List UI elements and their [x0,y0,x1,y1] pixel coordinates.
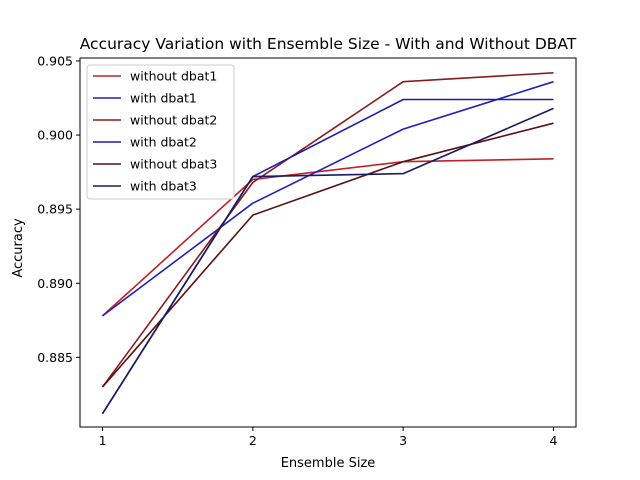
legend-label: without dbat2 [130,113,217,128]
chart-title: Accuracy Variation with Ensemble Size - … [80,35,577,53]
y-axis-ticks: 0.885 0.890 0.895 0.900 0.905 [37,53,80,365]
x-axis-ticks: 1 2 3 4 [99,427,557,448]
y-tick-label: 0.895 [37,202,73,217]
y-tick-label: 0.905 [37,53,73,68]
plot-lines [101,72,554,415]
y-tick-label: 0.890 [37,276,73,291]
x-tick-label: 4 [549,433,557,448]
y-tick-label: 0.900 [37,128,73,143]
legend-label: without dbat1 [130,69,217,84]
legend-label: without dbat3 [130,157,217,172]
legend-label: with dbat3 [130,179,197,194]
series-line-6 [101,107,554,415]
legend-label: with dbat1 [130,91,197,106]
x-tick-label: 2 [249,433,257,448]
series-line-1 [101,158,554,317]
legend-box [86,64,235,200]
legend-label: with dbat2 [130,135,197,150]
series-line-3 [101,72,554,388]
legend: without dbat1 with dbat1 without dbat2 with… [86,64,235,200]
y-tick-label: 0.885 [37,350,73,365]
x-tick-label: 3 [399,433,407,448]
x-tick-label: 1 [99,433,107,448]
series-line-5 [101,122,554,388]
series-line-2 [102,80,554,317]
plot-frame [79,57,577,428]
y-axis-label: Accuracy [11,218,26,278]
x-axis-label: Ensemble Size [281,456,376,471]
